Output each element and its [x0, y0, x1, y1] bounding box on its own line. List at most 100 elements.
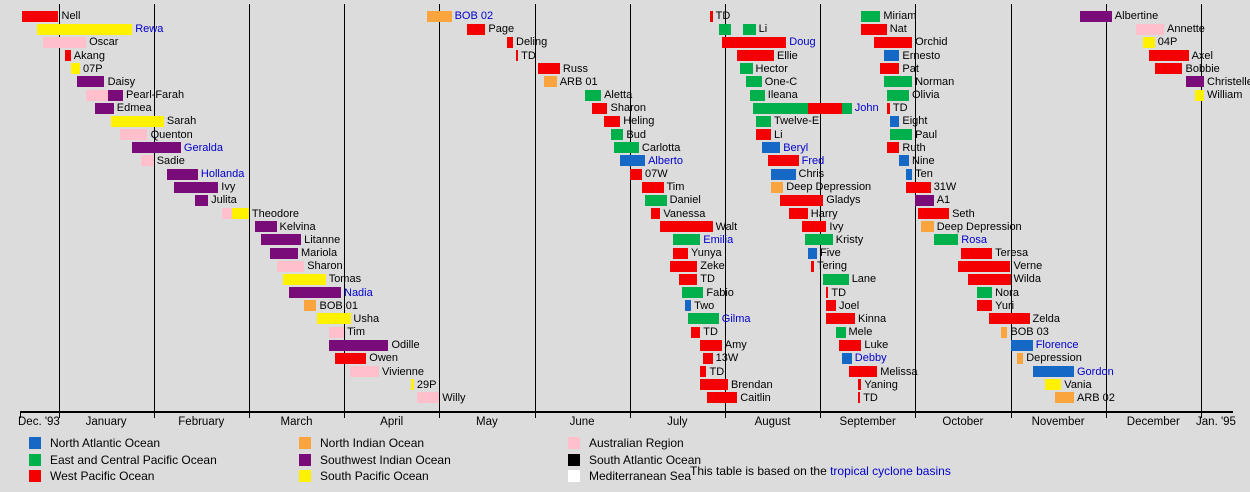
storm-label: Olivia [912, 89, 940, 101]
storm-label[interactable]: Nadia [344, 286, 373, 299]
storm-bar-segment [721, 36, 787, 48]
storm-label: Verne [1013, 260, 1043, 273]
storm-label: Russ [562, 62, 588, 75]
storm-label: Hector [755, 62, 788, 75]
storm-label: Caitlin [740, 391, 771, 404]
storm-label[interactable]: Beryl [783, 141, 809, 154]
storm-label[interactable]: Emilia [703, 233, 734, 246]
storm-label: Aletta [604, 89, 633, 101]
storm-bar-segment [328, 326, 345, 338]
storm-label: Fabio [706, 286, 734, 299]
storm-label[interactable]: Geralda [183, 141, 224, 154]
storm-label: Carlotta [641, 141, 681, 154]
storm-bar-segment [826, 287, 829, 299]
storm-bar-segment [1001, 326, 1008, 338]
storm-bar-segment [288, 287, 341, 299]
storm-label: Luke [864, 339, 889, 352]
storm-bar-segment [685, 300, 692, 312]
storm-bar-segment [610, 129, 624, 140]
storm-label[interactable]: Debby [854, 352, 887, 365]
storm-label[interactable]: Gilma [721, 312, 751, 325]
storm-label: Tomas [328, 273, 362, 286]
storm-label[interactable]: John [854, 102, 879, 115]
axis-tick [915, 411, 917, 418]
storm-label: 13W [715, 352, 739, 365]
storm-bar-segment [678, 273, 698, 285]
storm-bar-segment [270, 247, 298, 259]
storm-label[interactable]: Doug [789, 36, 816, 49]
storm-bar-segment [1045, 379, 1062, 391]
storm-bar-segment [826, 300, 836, 312]
legend-swatch [568, 453, 580, 466]
storm-bar-segment [886, 102, 890, 114]
storm-bar-segment [221, 208, 232, 220]
storm-label[interactable]: Hollanda [200, 168, 245, 180]
storm-label[interactable]: Fred [801, 154, 825, 167]
storm-label: Seth [952, 207, 975, 220]
storm-label: Theodore [251, 207, 299, 220]
storm-bar-segment [718, 23, 732, 35]
legend-label: South Atlantic Ocean [589, 452, 702, 467]
storm-label: Ernesto [902, 49, 941, 62]
storm-label[interactable]: Alberto [648, 154, 683, 167]
storm-label: Zelda [1032, 312, 1061, 325]
axis-tick [1200, 411, 1202, 418]
storm-bar-segment [604, 115, 621, 127]
storm-label: Miriam [883, 10, 917, 22]
storm-bar-segment [874, 36, 913, 48]
storm-bar-segment [880, 63, 900, 75]
storm-bar-segment [119, 129, 148, 140]
legend-label: Australian Region [589, 436, 684, 450]
storm-label[interactable]: BOB 02 [454, 10, 494, 22]
storm-label: Akang [73, 49, 105, 62]
storm-bar-segment [174, 181, 219, 193]
storm-label: Ten [915, 168, 933, 180]
storm-label: Daisy [107, 75, 136, 88]
legend-item-na: North Atlantic Ocean [29, 436, 217, 450]
storm-label[interactable]: Florence [1035, 339, 1079, 352]
storm-label: Nell [61, 10, 81, 22]
storm-label: Twelve-E [774, 115, 820, 128]
storm-label: Teresa [995, 247, 1029, 260]
storm-bar-segment [826, 313, 855, 325]
storm-label: TD [715, 10, 731, 22]
axis-tick [820, 411, 822, 418]
storm-bar-segment [613, 142, 639, 154]
tropical-cyclone-basins-link[interactable]: tropical cyclone basins [830, 464, 951, 478]
storm-label[interactable]: Rewa [135, 23, 164, 36]
storm-label: Albertine [1114, 10, 1159, 22]
storm-label: Vanessa [663, 207, 706, 220]
storm-label[interactable]: Gordon [1077, 365, 1114, 378]
storm-bar-segment [642, 181, 664, 193]
storm-label: Usha [353, 312, 380, 325]
storm-bar-segment [905, 181, 931, 193]
storm-bar-segment [789, 208, 808, 220]
month-label: June [569, 416, 595, 428]
storm-label: 29P [416, 378, 437, 391]
storm-bar-segment [915, 194, 934, 206]
legend-label: North Indian Ocean [320, 436, 425, 450]
storm-bar-segment [672, 247, 689, 259]
storm-label: Tering [817, 260, 847, 273]
storm-bar-segment [989, 313, 1030, 325]
month-gridline [1105, 4, 1107, 412]
storm-label[interactable]: Rosa [961, 233, 987, 246]
storm-label: Sharon [307, 260, 343, 273]
legend-swatch [29, 470, 41, 482]
storm-bar-segment [700, 366, 707, 378]
storm-label: Joel [839, 299, 860, 312]
storm-bar-segment [807, 247, 817, 259]
legend-item-ni: North Indian Ocean [299, 436, 451, 450]
storm-label: A1 [936, 194, 951, 207]
storm-label: 07P [83, 62, 103, 75]
storm-bar-segment [709, 10, 713, 22]
storm-label: Tim [347, 326, 366, 339]
axis-tick [20, 411, 21, 418]
storm-label: Brendan [731, 378, 773, 391]
storm-label: Nora [995, 286, 1019, 299]
storm-bar-segment [771, 181, 784, 193]
storm-label: Kelvina [279, 220, 316, 233]
month-gridline [534, 4, 536, 412]
storm-label: Gladys [826, 194, 861, 207]
storm-bar-segment [70, 63, 80, 75]
